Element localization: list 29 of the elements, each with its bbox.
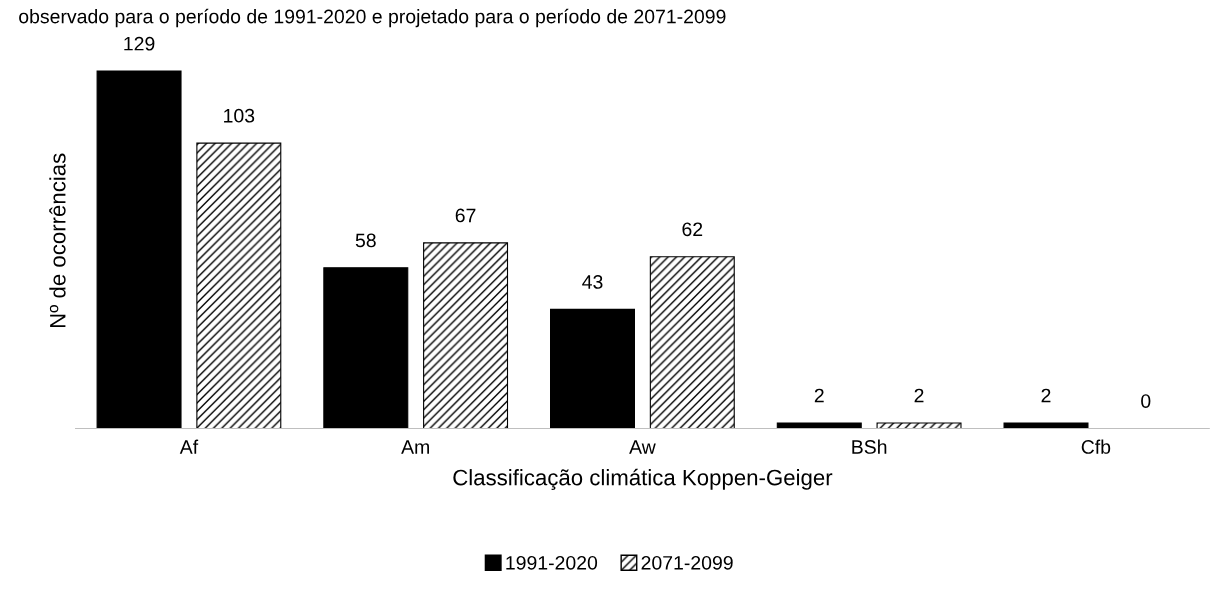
x-tick-label: BSh bbox=[852, 439, 887, 454]
bar bbox=[876, 422, 962, 429]
x-tick-label: Af bbox=[179, 439, 199, 454]
x-tick-label: Cfb bbox=[1081, 439, 1111, 454]
chart-title: observado para o período de 1991-2020 e projetado para o período de 2071-2099 bbox=[19, 8, 726, 28]
legend-label: 1991-2020 bbox=[506, 555, 598, 570]
data-label: 0 bbox=[1141, 394, 1151, 408]
data-label: 2 bbox=[814, 388, 824, 403]
data-label: 62 bbox=[682, 222, 703, 237]
data-label: 129 bbox=[124, 36, 155, 51]
bar bbox=[649, 256, 735, 429]
bar bbox=[96, 70, 182, 429]
legend-label: 2071-2099 bbox=[641, 555, 733, 570]
bar bbox=[550, 308, 636, 429]
data-label: 2 bbox=[914, 388, 924, 403]
x-tick-label: Am bbox=[401, 440, 429, 454]
x-axis-title: Classificação climática Koppen-Geiger bbox=[453, 468, 833, 490]
data-label: 2 bbox=[1041, 388, 1051, 403]
bar bbox=[323, 267, 409, 429]
data-label: 67 bbox=[455, 208, 476, 223]
bar bbox=[1003, 422, 1089, 429]
bar bbox=[423, 242, 509, 429]
bar bbox=[776, 422, 862, 429]
y-axis-title: Nº de ocorrências bbox=[49, 153, 66, 328]
data-label: 103 bbox=[224, 108, 255, 123]
x-tick-label: Aw bbox=[629, 440, 656, 454]
bar bbox=[196, 142, 282, 429]
data-label: 43 bbox=[582, 275, 603, 289]
data-label: 58 bbox=[355, 233, 376, 248]
